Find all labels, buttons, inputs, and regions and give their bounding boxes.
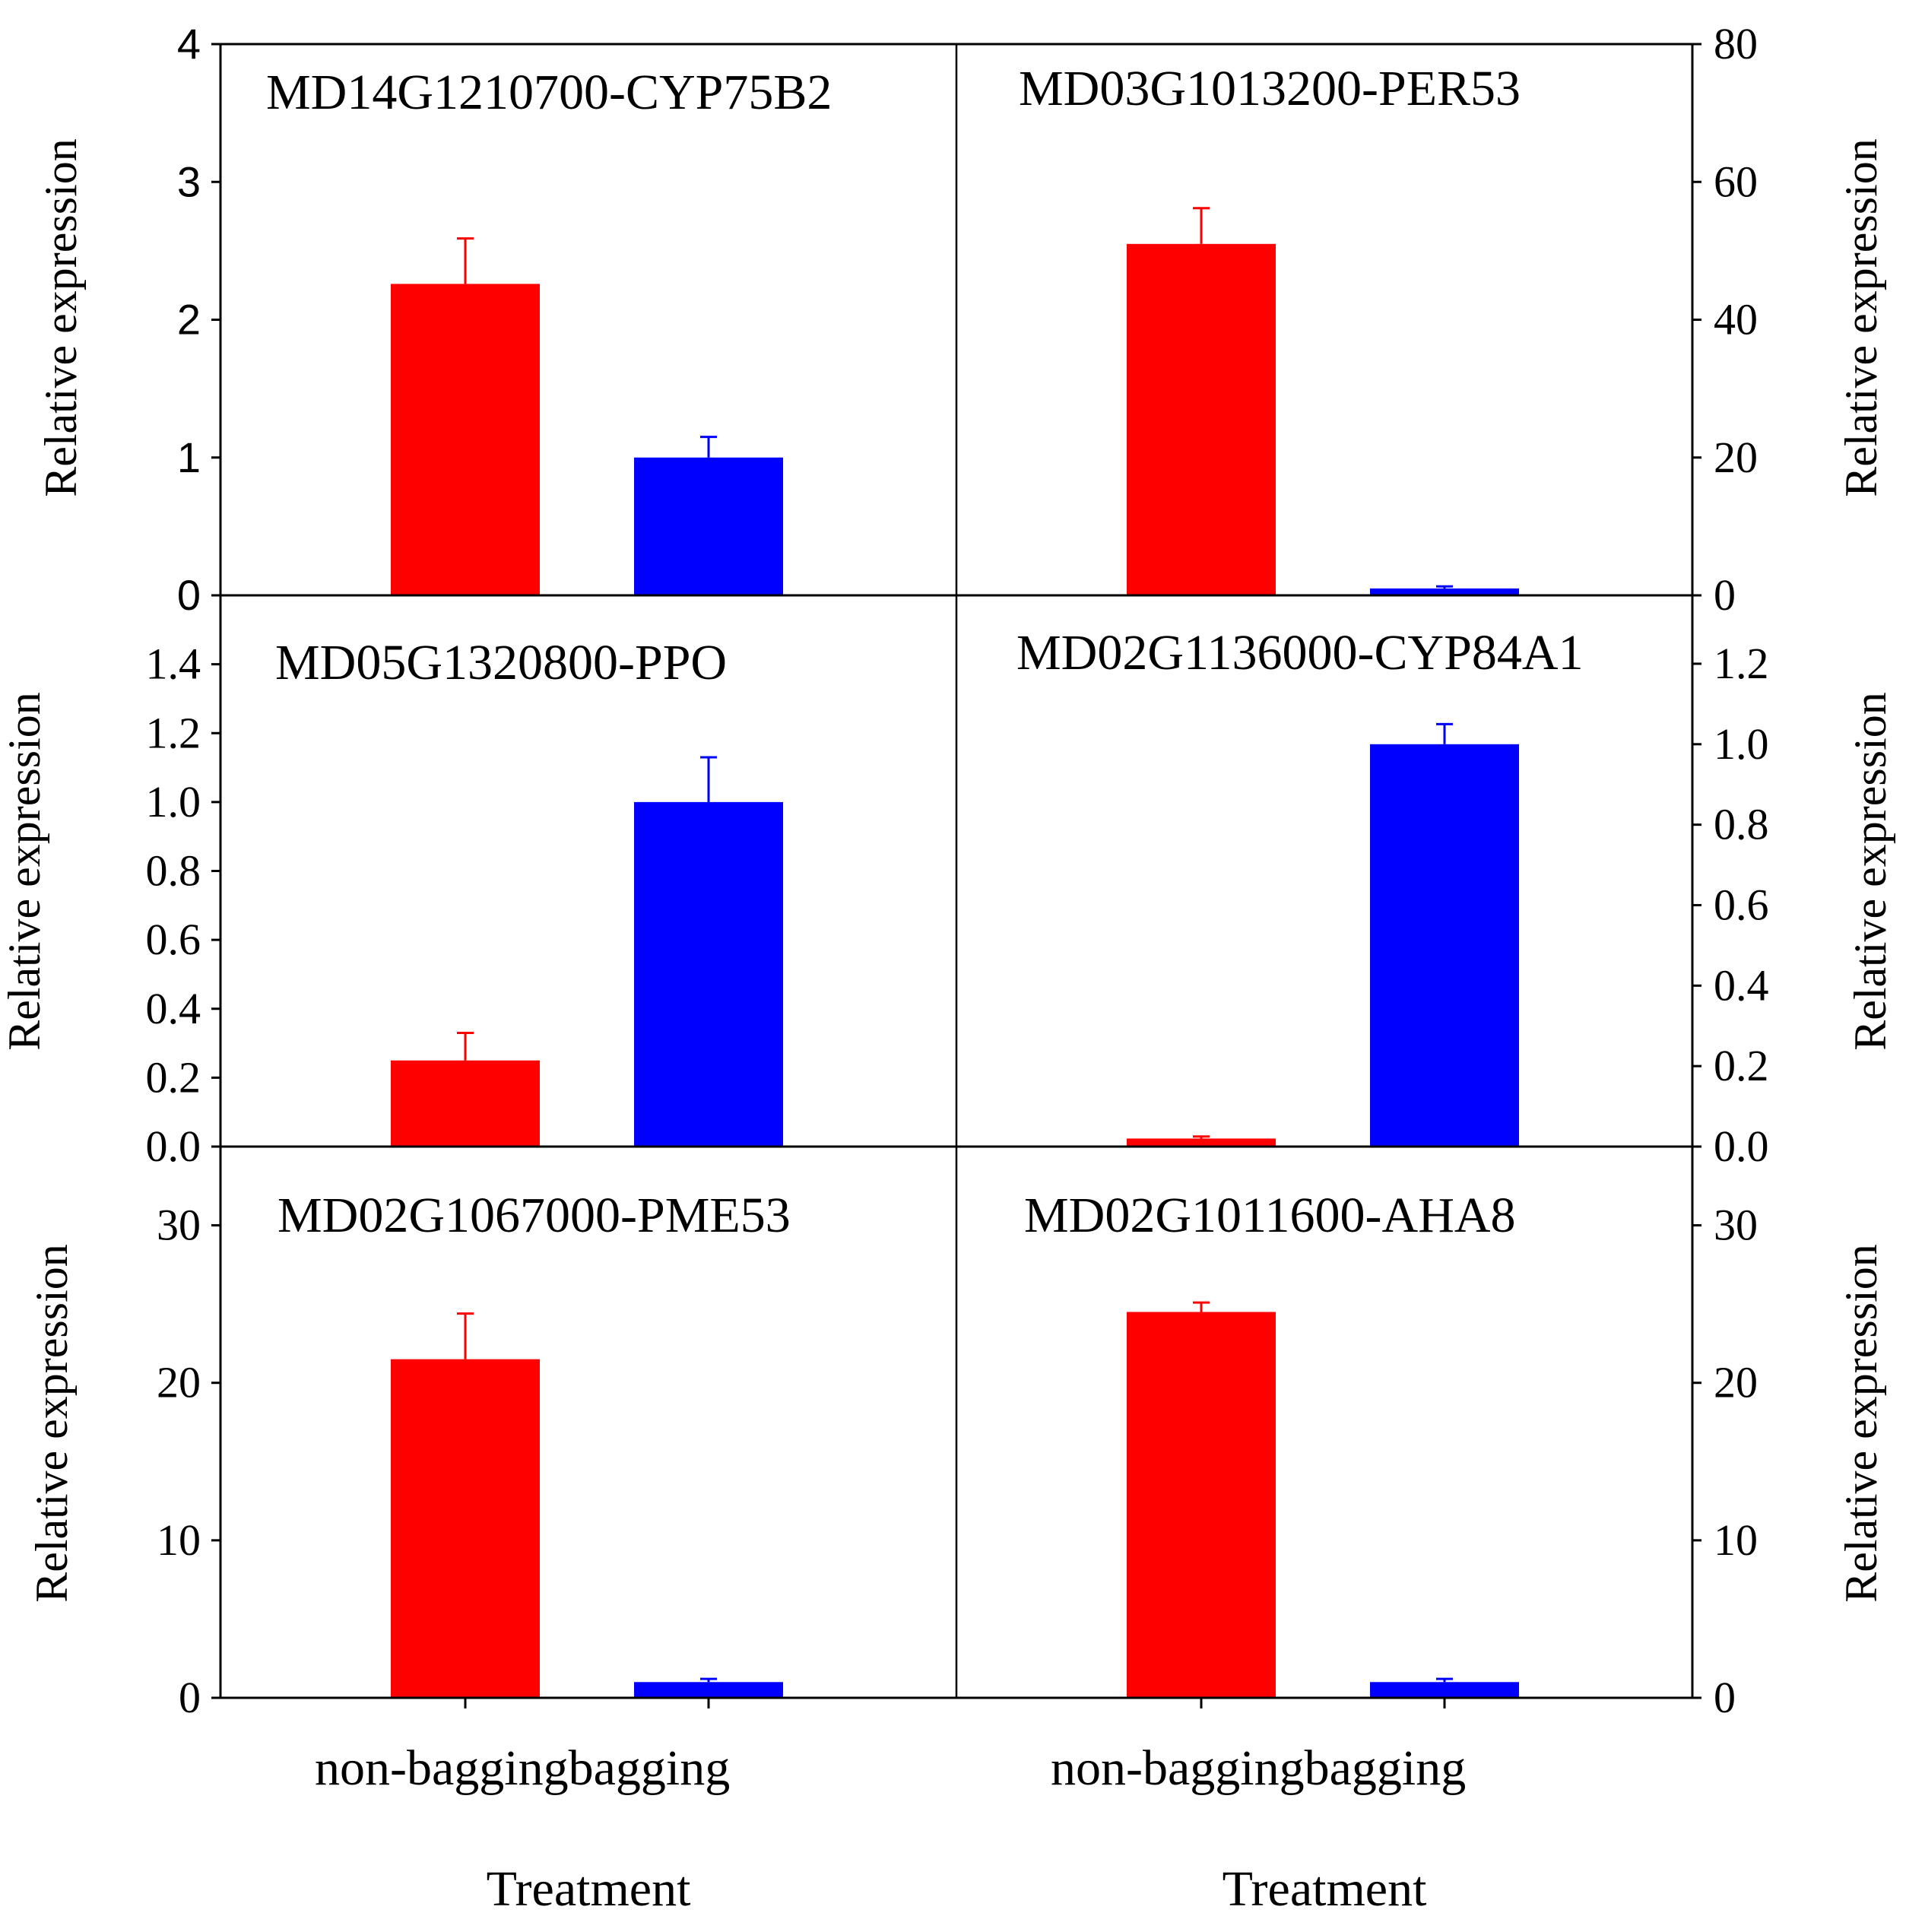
panel-4-ytick-label: 1.0 (1714, 719, 1769, 769)
panel-6-ytick-label: 10 (1714, 1515, 1758, 1565)
panel-3-ytick-label: 1.4 (146, 639, 201, 689)
panel-5-ylabel: Relative expression (27, 1244, 77, 1603)
category-label-non-bagging: non-bagging (1051, 1740, 1305, 1796)
panel-2-bar-bagging (1370, 588, 1519, 595)
category-labels-2: non-baggingbagging (1051, 1740, 1466, 1796)
panel-6-title: MD02G1011600-AHA8 (1024, 1188, 1516, 1243)
panel-3-ytick-label: 1.0 (146, 777, 201, 826)
panel-5-ytick-label: 30 (157, 1201, 201, 1250)
x-axis-title-1: Treatment (487, 1861, 691, 1917)
panel-2-bar-non-bagging (1127, 243, 1276, 595)
panel-1-bar-non-bagging (391, 284, 540, 595)
panel-5-bar-non-bagging (391, 1359, 540, 1698)
panel-2-ytick-label: 40 (1714, 295, 1758, 344)
panel-4-ytick-label: 0.2 (1714, 1041, 1769, 1090)
panel-3-bar-non-bagging (391, 1060, 540, 1147)
panel-5-ytick-label: 10 (157, 1515, 201, 1565)
panel-5-ytick-label: 20 (157, 1358, 201, 1407)
panel-1-ytick-label: 0 (177, 571, 201, 619)
panel-4-ylabel: Relative expression (1845, 692, 1895, 1051)
panel-4-bar-bagging (1370, 744, 1519, 1147)
panel-2-ylabel: Relative expression (1836, 138, 1886, 497)
panel-3-title: MD05G1320800-PPO (275, 635, 727, 690)
panel-1-ylabel: Relative expression (36, 138, 86, 497)
panel-1-title: MD14G1210700-CYP75B2 (266, 65, 832, 120)
panel-1-ytick-label: 3 (177, 157, 201, 205)
panel-3-ytick-label: 0.8 (146, 846, 201, 896)
panel-3-ytick-label: 0.2 (146, 1052, 201, 1102)
panel-2-ytick-label: 0 (1714, 570, 1736, 620)
panel-6-ytick-label: 30 (1714, 1201, 1758, 1250)
panel-3-ytick-label: 1.2 (146, 708, 201, 757)
panel-4-ytick-label: 0.8 (1714, 800, 1769, 849)
panel-6-ytick-label: 0 (1714, 1673, 1736, 1722)
category-label-bagging: bagging (569, 1740, 731, 1796)
panel-2-ytick-label: 60 (1714, 157, 1758, 206)
panel-3-ytick-label: 0.6 (146, 915, 201, 964)
panel-4-title: MD02G1136000-CYP84A1 (1016, 625, 1584, 680)
category-labels-1: non-baggingbagging (315, 1740, 730, 1796)
panel-4-ytick-label: 1.2 (1714, 639, 1769, 688)
panel-3-ytick-label: 0.4 (146, 984, 201, 1033)
panel-6-ylabel: Relative expression (1836, 1244, 1886, 1603)
x-axis-title-2: Treatment (1223, 1861, 1427, 1917)
panel-1-ytick-label: 2 (177, 296, 201, 344)
panel-1-ytick-label: 1 (177, 433, 201, 481)
panel-6-bar-non-bagging (1127, 1312, 1276, 1698)
panel-4-ytick-label: 0.4 (1714, 960, 1769, 1010)
category-label-non-bagging: non-bagging (315, 1740, 569, 1796)
panel-2-title: MD03G1013200-PER53 (1019, 61, 1521, 116)
panel-6-ytick-label: 20 (1714, 1358, 1758, 1407)
panel-4-ytick-label: 0.0 (1714, 1121, 1769, 1171)
panel-6-bar-bagging (1370, 1682, 1519, 1698)
panel-5-title: MD02G1067000-PME53 (277, 1188, 791, 1243)
panel-4-ytick-label: 0.6 (1714, 880, 1769, 929)
panel-1-ytick-label: 4 (177, 20, 201, 68)
panel-2-ytick-label: 20 (1714, 433, 1758, 482)
panel-3-bar-bagging (634, 801, 783, 1147)
panel-3-ytick-label: 0.0 (146, 1121, 201, 1171)
category-label-bagging: bagging (1305, 1740, 1467, 1796)
panel-5-ytick-label: 0 (179, 1673, 201, 1722)
panel-3-ylabel: Relative expression (0, 692, 49, 1051)
panel-2-ytick-label: 80 (1714, 19, 1758, 68)
panel-1-bar-bagging (634, 457, 783, 595)
panel-5-bar-bagging (634, 1682, 783, 1698)
panel-4-bar-non-bagging (1127, 1138, 1276, 1147)
